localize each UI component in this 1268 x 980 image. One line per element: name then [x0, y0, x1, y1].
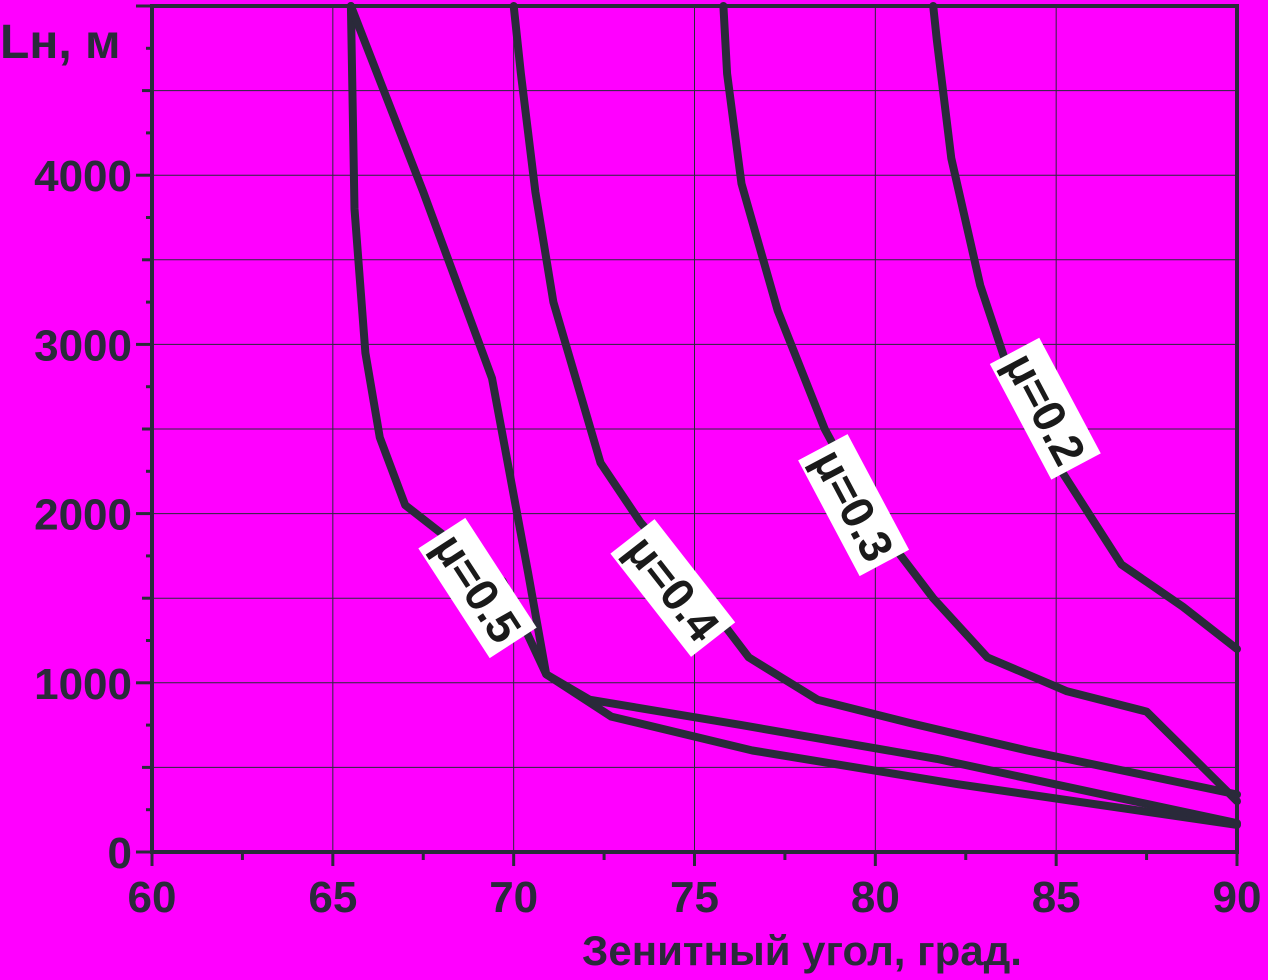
- x-tick-label: 75: [670, 873, 719, 922]
- curve-label-box: [418, 517, 537, 659]
- curve-label-3: μ=0.3: [798, 434, 910, 577]
- curve-label-4: μ=0.2: [989, 337, 1101, 480]
- curve-label-box: [798, 434, 910, 577]
- y-tick-label: 0: [108, 829, 132, 878]
- curve-label-2: μ=0.4: [610, 519, 736, 657]
- x-tick-label: 60: [128, 873, 177, 922]
- curve-label-box: [610, 519, 736, 657]
- x-tick-label: 70: [489, 873, 538, 922]
- y-tick-label: 1000: [34, 660, 132, 709]
- axes: [136, 4, 1239, 866]
- curve-label-text: μ=0.2: [994, 344, 1096, 473]
- series-lines: [346, 2, 1241, 829]
- series-line-1: [929, 2, 1241, 653]
- curve-label-text: μ=0.5: [423, 524, 531, 652]
- series-line-2: [719, 2, 1241, 806]
- y-tick-label: 3000: [34, 321, 132, 370]
- tick-labels: 60 65 70 75 80 85 90 0 1000 2000 3000 4000: [34, 152, 1261, 922]
- curve-labels: μ=0.5 μ=0.4 μ=0.3 μ=0.2: [418, 337, 1101, 659]
- series-line-5: [346, 2, 1241, 828]
- y-tick-label: 2000: [34, 491, 132, 540]
- curve-label-box: [989, 337, 1101, 480]
- x-tick-label: 85: [1032, 873, 1081, 922]
- y-axis-title: Lн, м: [0, 16, 121, 69]
- x-tick-label: 90: [1213, 873, 1262, 922]
- y-tick-label: 4000: [34, 152, 132, 201]
- x-tick-label: 80: [851, 873, 900, 922]
- curve-label-text: μ=0.3: [803, 440, 905, 569]
- x-axis-title: Зенитный угол, град.: [582, 927, 1022, 974]
- x-tick-label: 65: [308, 873, 357, 922]
